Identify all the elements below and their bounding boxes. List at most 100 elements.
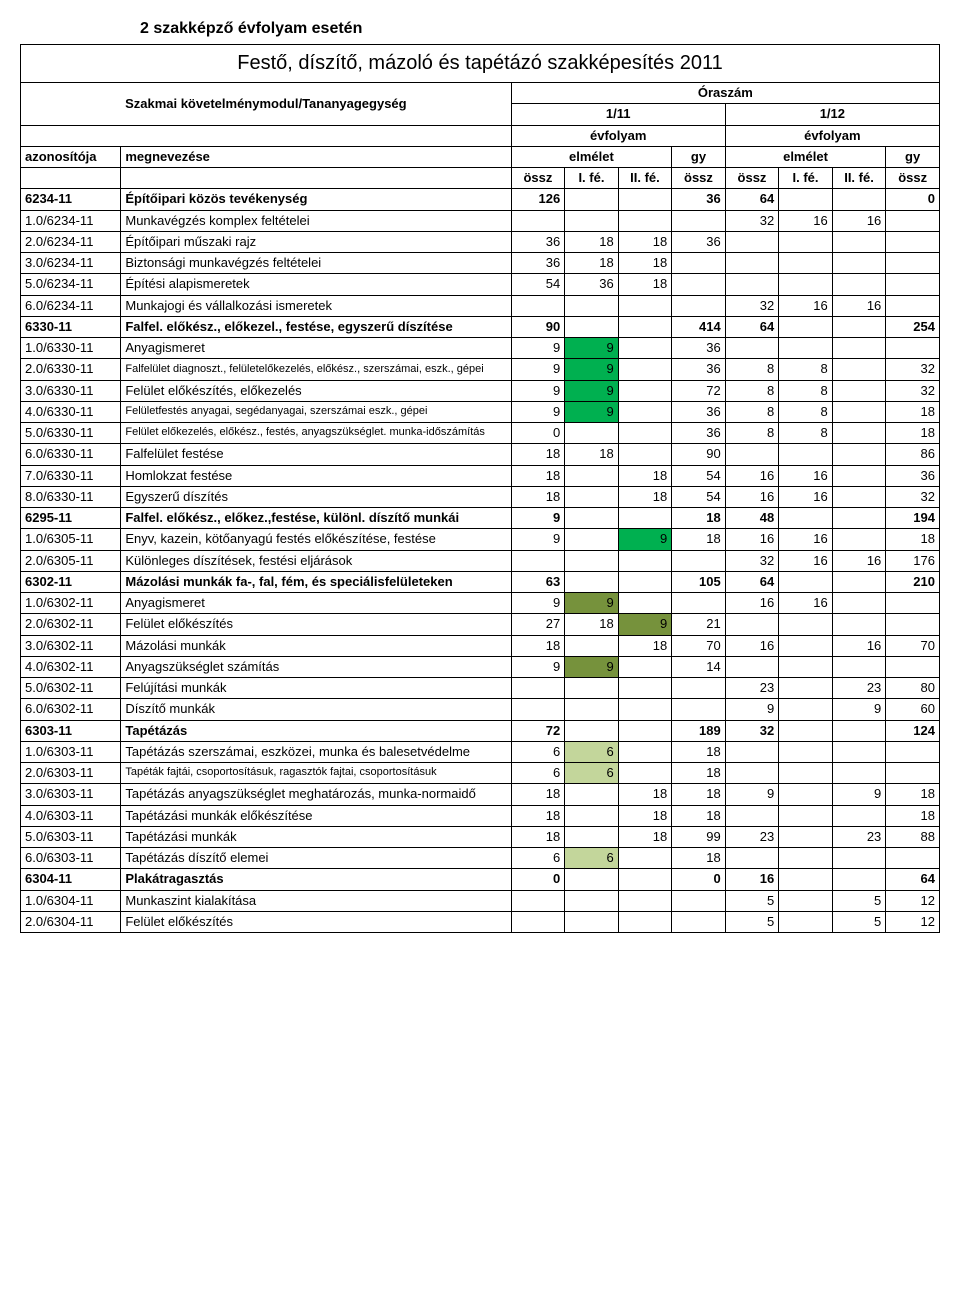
cell: 72: [672, 380, 726, 401]
cell: [618, 401, 672, 422]
cell: [832, 848, 886, 869]
cell: 18: [618, 253, 672, 274]
table-row: 4.0/6330-11Felületfestés anyagai, segéda…: [21, 401, 940, 422]
cell: [779, 890, 833, 911]
cell: 60: [886, 699, 940, 720]
row-id: 4.0/6302-11: [21, 656, 121, 677]
cell: [725, 274, 779, 295]
cell: 8: [725, 401, 779, 422]
cell: 6: [565, 848, 619, 869]
cell: 36: [672, 359, 726, 380]
cell: [779, 784, 833, 805]
row-id: 3.0/6330-11: [21, 380, 121, 401]
cell: [725, 741, 779, 762]
hdr-gy-2: gy: [886, 146, 940, 167]
cell: [832, 465, 886, 486]
hdr-ossz-3: össz: [725, 168, 779, 189]
cell: [672, 699, 726, 720]
table-row: 5.0/6234-11Építési alapismeretek543618: [21, 274, 940, 295]
table-row: 2.0/6330-11Falfelület diagnoszt., felüle…: [21, 359, 940, 380]
cell: 18: [618, 635, 672, 656]
hdr-iife-2: II. fé.: [832, 168, 886, 189]
cell: [618, 741, 672, 762]
cell: 32: [725, 550, 779, 571]
row-id: 1.0/6305-11: [21, 529, 121, 550]
cell: 16: [779, 550, 833, 571]
cell: [565, 189, 619, 210]
cell: [779, 805, 833, 826]
hdr-elm-1: elmélet: [511, 146, 672, 167]
row-id: 6.0/6302-11: [21, 699, 121, 720]
cell: [618, 656, 672, 677]
cell: 36: [672, 401, 726, 422]
cell: [618, 571, 672, 592]
cell: [565, 826, 619, 847]
table-row: 6.0/6302-11Díszítő munkák9960: [21, 699, 940, 720]
cell: 9: [511, 508, 565, 529]
cell: [779, 274, 833, 295]
cell: 8: [725, 423, 779, 444]
cell: 18: [565, 231, 619, 252]
hdr-ife-2: I. fé.: [779, 168, 833, 189]
cell: 9: [511, 593, 565, 614]
hdr-ife-1: I. fé.: [565, 168, 619, 189]
cell: 18: [511, 635, 565, 656]
cell: 32: [886, 486, 940, 507]
row-name: Falfelület festése: [121, 444, 511, 465]
row-id: 2.0/6303-11: [21, 763, 121, 784]
cell: [832, 529, 886, 550]
cell: [565, 699, 619, 720]
table-row: 2.0/6303-11Tapéták fajtái, csoportosítás…: [21, 763, 940, 784]
cell: 18: [511, 826, 565, 847]
cell: 18: [886, 805, 940, 826]
table-row: 6330-11Falfel. előkész., előkezel., fest…: [21, 316, 940, 337]
cell: 88: [886, 826, 940, 847]
cell: [618, 359, 672, 380]
cell: [511, 550, 565, 571]
table-row: 3.0/6302-11Mázolási munkák181870161670: [21, 635, 940, 656]
cell: 36: [672, 338, 726, 359]
cell: 9: [618, 614, 672, 635]
cell: 64: [886, 869, 940, 890]
cell: [565, 210, 619, 231]
cell: [618, 444, 672, 465]
table-row: 6302-11Mázolási munkák fa-, fal, fém, és…: [21, 571, 940, 592]
cell: 64: [725, 189, 779, 210]
hdr-oraszam: Óraszám: [511, 83, 939, 104]
cell: [779, 444, 833, 465]
row-name: Anyagszükséglet számítás: [121, 656, 511, 677]
cell: 8: [725, 359, 779, 380]
table-row: 2.0/6234-11Építőipari műszaki rajz361818…: [21, 231, 940, 252]
cell: [832, 614, 886, 635]
cell: 16: [725, 869, 779, 890]
row-name: Tapétázási munkák: [121, 826, 511, 847]
row-id: 1.0/6304-11: [21, 890, 121, 911]
cell: 6: [565, 763, 619, 784]
cell: 36: [511, 231, 565, 252]
cell: 254: [886, 316, 940, 337]
cell: 0: [511, 423, 565, 444]
cell: [565, 635, 619, 656]
cell: 176: [886, 550, 940, 571]
cell: 126: [511, 189, 565, 210]
hdr-evf-1: évfolyam: [511, 125, 725, 146]
cell: 9: [565, 359, 619, 380]
cell: 64: [725, 316, 779, 337]
row-id: 1.0/6302-11: [21, 593, 121, 614]
row-name: Tapéták fajtái, csoportosításuk, ragaszt…: [121, 763, 511, 784]
cell: [832, 401, 886, 422]
cell: 16: [832, 550, 886, 571]
cell: [832, 741, 886, 762]
cell: [832, 423, 886, 444]
cell: [565, 720, 619, 741]
hdr-111: 1/11: [511, 104, 725, 125]
table-row: 1.0/6234-11Munkavégzés komplex feltétele…: [21, 210, 940, 231]
cell: 18: [618, 486, 672, 507]
cell: [779, 656, 833, 677]
header-row-5: össz I. fé. II. fé. össz össz I. fé. II.…: [21, 168, 940, 189]
cell: [511, 678, 565, 699]
cell: 23: [832, 678, 886, 699]
cell: [779, 763, 833, 784]
cell: 12: [886, 911, 940, 932]
cell: [618, 338, 672, 359]
